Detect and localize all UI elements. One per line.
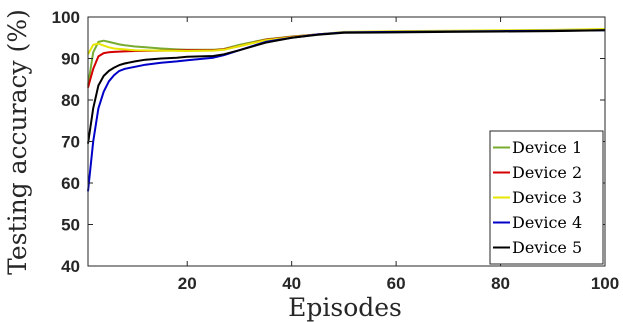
series-line-5 xyxy=(87,29,606,144)
x-tick-label: 100 xyxy=(591,274,619,293)
tick-labels-group: 20 40 60 80 100 40 50 60 70 80 90 100 xyxy=(52,8,620,293)
y-tick-label: 100 xyxy=(52,8,80,27)
y-tick-label: 50 xyxy=(61,216,80,235)
x-tick-label: 20 xyxy=(178,274,197,293)
legend-label: Device 4 xyxy=(512,213,582,232)
x-tick-label: 60 xyxy=(387,274,406,293)
data-series-group xyxy=(87,28,606,192)
y-tick-label: 80 xyxy=(61,91,80,110)
y-tick-label: 40 xyxy=(61,257,80,276)
y-axis-title: Testing accuracy (%) xyxy=(3,9,32,275)
legend: Device 1 Device 2 Device 3 Device 4 Device 5 xyxy=(489,130,604,265)
y-tick-label: 70 xyxy=(61,133,80,152)
legend-label: Device 2 xyxy=(512,163,582,182)
x-axis-title: Episodes xyxy=(288,293,402,322)
axes-group xyxy=(87,16,606,267)
y-tick-label: 90 xyxy=(61,50,80,69)
x-tick-label: 40 xyxy=(282,274,301,293)
y-tick-label: 60 xyxy=(61,174,80,193)
legend-label: Device 5 xyxy=(512,238,582,257)
x-tick-label: 80 xyxy=(491,274,510,293)
legend-label: Device 3 xyxy=(512,188,582,207)
legend-label: Device 1 xyxy=(512,138,582,157)
